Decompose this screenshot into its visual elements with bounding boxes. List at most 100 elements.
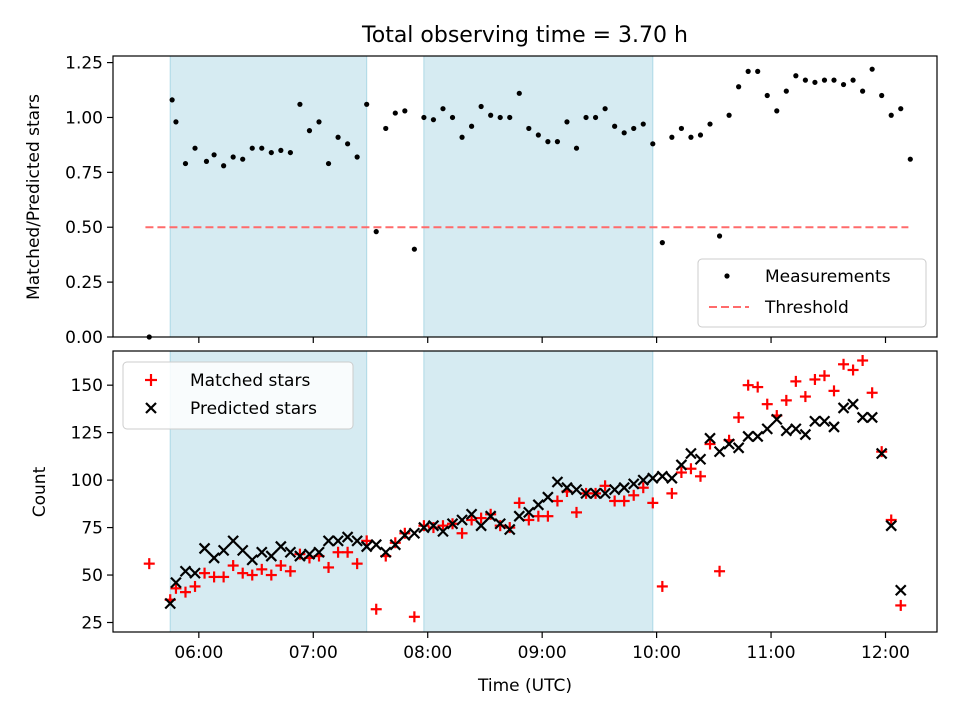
predicted-star-point	[589, 487, 602, 500]
matched-star-point	[694, 470, 706, 482]
measurement-point	[736, 84, 742, 90]
predicted-star-point	[837, 402, 850, 414]
predicted-star-point	[418, 521, 430, 534]
legend-measurements-marker	[724, 273, 730, 279]
predicted-star-point	[255, 546, 268, 559]
predicted-star-point	[284, 546, 297, 559]
measurement-point	[850, 77, 856, 83]
measurement-point	[488, 112, 494, 118]
measurement-point	[726, 112, 732, 118]
predicted-star-point	[847, 398, 859, 410]
predicted-star-point	[761, 423, 774, 435]
y-tick-label: 150	[71, 376, 103, 396]
predicted-star-point	[170, 576, 182, 589]
y-tick-label: 0.00	[65, 328, 103, 348]
measurement-point	[173, 119, 179, 125]
predicted-star-point	[475, 519, 487, 532]
measurement-point	[287, 149, 293, 156]
predicted-star-point	[751, 430, 764, 443]
measurement-point	[230, 154, 236, 160]
predicted-star-point	[828, 421, 840, 433]
predicted-star-point	[399, 529, 411, 541]
measurement-point	[669, 134, 675, 140]
measurement-point	[888, 112, 894, 118]
predicted-star-point	[198, 542, 211, 555]
matched-star-point	[227, 560, 239, 572]
matched-star-point	[237, 567, 249, 579]
matched-star-point	[265, 569, 277, 581]
measurement-point	[592, 114, 599, 121]
y-tick-label: 125	[71, 424, 103, 444]
y-tick-label: 75	[81, 519, 103, 539]
matched-star-point	[704, 438, 716, 450]
measurement-point	[659, 240, 665, 246]
predicted-star-point	[542, 491, 554, 503]
predicted-star-point	[446, 517, 459, 530]
matched-star-point	[828, 385, 840, 397]
measurement-point	[860, 88, 866, 94]
matched-star-point	[780, 394, 792, 406]
matched-star-point	[714, 565, 726, 577]
measurement-point	[907, 156, 913, 162]
predicted-star-point	[694, 453, 707, 466]
matched-star-point	[733, 411, 745, 423]
matched-star-point	[761, 398, 773, 410]
predicted-star-point	[894, 584, 907, 597]
predicted-star-point	[379, 546, 392, 559]
matched-star-point	[389, 537, 401, 549]
predicted-star-point	[513, 510, 526, 522]
x-axis-label: Time (UTC)	[477, 676, 572, 696]
top-legend: Measurements Threshold	[697, 258, 927, 328]
measurement-point	[612, 123, 618, 129]
measurement-point	[602, 106, 608, 112]
matched-star-point	[246, 569, 258, 581]
matched-star-point	[218, 571, 230, 583]
bottom-x-axis: 06:00 07:00 08:00 09:00 10:00 11:00 12:00	[174, 632, 910, 663]
matched-star-point	[189, 580, 201, 592]
measurement-point	[583, 114, 589, 121]
measurement-point	[430, 117, 437, 123]
predicted-star-point	[551, 476, 564, 488]
predicted-star-point	[360, 540, 373, 553]
x-tick-label: 07:00	[289, 643, 338, 663]
matched-star-point	[208, 571, 220, 583]
matched-star-point	[857, 354, 869, 366]
measurement-point	[478, 103, 484, 110]
measurement-point	[335, 134, 341, 140]
measurement-point	[564, 119, 570, 125]
predicted-star-point	[580, 487, 592, 500]
x-tick-label: 11:00	[747, 643, 796, 663]
predicted-star-point	[704, 432, 716, 445]
predicted-star-point	[322, 535, 335, 547]
measurement-point	[554, 139, 561, 145]
top-legend-box	[697, 258, 927, 328]
matched-star-point	[351, 558, 363, 570]
matched-star-point	[628, 489, 640, 501]
predicted-star-point	[484, 510, 497, 522]
measurement-point	[306, 128, 313, 134]
y-tick-label: 25	[81, 614, 103, 634]
measurement-point	[678, 125, 685, 132]
predicted-star-point	[780, 424, 793, 437]
predicted-star-point	[503, 523, 516, 536]
predicted-star-point	[456, 514, 468, 526]
bottom-y-axis-label: Count	[30, 466, 50, 517]
predicted-star-point	[313, 546, 325, 559]
measurement-point	[392, 110, 398, 116]
measurement-point	[316, 119, 322, 125]
predicted-star-point	[675, 459, 688, 471]
matched-star-point	[466, 514, 478, 526]
bottom-plot-frame	[112, 350, 938, 633]
measurement-point	[211, 152, 217, 158]
measurement-point	[507, 114, 513, 121]
matched-star-point	[818, 370, 830, 382]
matched-star-point	[437, 520, 449, 532]
matched-star-point	[485, 508, 497, 520]
shaded-interval	[423, 350, 654, 633]
top-y-axis: 0.00 0.25 0.50 0.75 1.00 1.25	[65, 54, 113, 348]
matched-star-points	[143, 354, 907, 623]
legend-measurements-label: Measurements	[765, 267, 891, 287]
predicted-star-point	[294, 550, 306, 562]
measurement-point	[364, 101, 370, 107]
